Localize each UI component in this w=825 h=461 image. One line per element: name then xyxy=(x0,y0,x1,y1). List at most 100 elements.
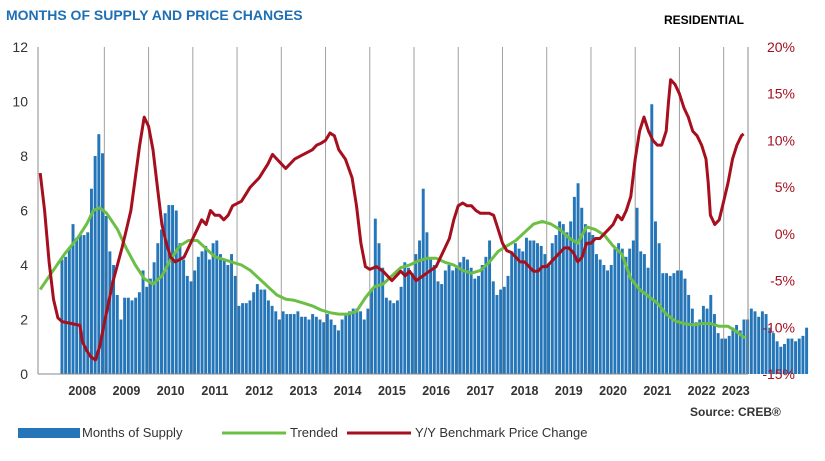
supply-bar xyxy=(775,341,779,374)
legend-bar-swatch xyxy=(18,428,80,438)
year-label: 2019 xyxy=(555,384,583,398)
supply-bar xyxy=(753,311,757,374)
supply-bar xyxy=(418,240,422,374)
supply-bar xyxy=(650,104,654,374)
supply-bar xyxy=(462,256,466,374)
supply-bar xyxy=(454,267,458,374)
year-label: 2012 xyxy=(245,384,273,398)
supply-bar xyxy=(200,251,204,374)
supply-bar xyxy=(687,294,691,374)
year-label: 2011 xyxy=(201,384,228,398)
supply-bar xyxy=(724,338,727,374)
supply-bar xyxy=(189,281,193,374)
supply-bar xyxy=(193,270,197,374)
supply-bar xyxy=(742,319,746,374)
supply-bar xyxy=(665,273,669,374)
supply-bar xyxy=(71,224,75,374)
supply-bar xyxy=(720,338,724,374)
supply-bar xyxy=(351,308,355,374)
supply-bar xyxy=(646,267,650,374)
supply-bar xyxy=(609,265,613,374)
supply-bar xyxy=(539,245,543,374)
left-tick-label: 2 xyxy=(20,312,28,328)
chart-subtitle: RESIDENTIAL xyxy=(664,13,744,27)
supply-bar xyxy=(517,248,521,374)
supply-bar xyxy=(123,297,127,374)
supply-bar xyxy=(572,196,576,374)
right-tick-label: -15% xyxy=(762,366,795,382)
supply-bar xyxy=(395,300,399,374)
supply-bar xyxy=(749,308,753,374)
left-tick-label: 0 xyxy=(20,366,28,382)
supply-bar xyxy=(617,243,621,374)
supply-bar xyxy=(436,281,440,374)
supply-bar xyxy=(384,297,388,374)
supply-bar xyxy=(760,311,764,374)
right-tick-label: 5% xyxy=(775,179,795,195)
supply-bar xyxy=(569,221,573,374)
supply-bar xyxy=(701,305,705,374)
supply-bar xyxy=(458,262,462,374)
supply-bar xyxy=(554,235,558,374)
supply-bar xyxy=(185,275,189,374)
supply-bar xyxy=(104,215,108,374)
supply-bar xyxy=(82,235,86,374)
supply-bar xyxy=(558,221,562,374)
supply-bar xyxy=(480,265,484,374)
year-label: 2018 xyxy=(511,384,539,398)
supply-bar xyxy=(738,330,742,374)
year-label: 2017 xyxy=(466,384,494,398)
supply-bar xyxy=(469,267,473,374)
supply-bar xyxy=(786,338,790,374)
supply-bar xyxy=(521,251,525,374)
supply-bar xyxy=(204,245,208,374)
supply-bar xyxy=(764,314,768,374)
supply-bar xyxy=(528,240,532,374)
supply-bar xyxy=(635,207,639,374)
supply-bar xyxy=(613,248,617,374)
supply-bar xyxy=(333,324,337,374)
supply-bar xyxy=(399,286,403,374)
supply-bar xyxy=(207,259,211,374)
price-change-line xyxy=(38,78,745,362)
supply-bar xyxy=(779,346,783,374)
supply-bar xyxy=(156,243,160,374)
supply-bar xyxy=(425,232,429,374)
supply-bar xyxy=(602,265,606,374)
supply-bar xyxy=(370,289,374,374)
supply-bar xyxy=(115,294,119,374)
supply-bar xyxy=(731,327,735,374)
legend-price-change: Y/Y Benchmark Price Change xyxy=(415,425,587,440)
supply-bar xyxy=(794,341,798,374)
supply-bar xyxy=(344,314,348,374)
supply-bar xyxy=(524,237,528,374)
left-axis-ticks: 0 2 4 6 8 10 12 xyxy=(12,39,28,382)
supply-bar xyxy=(130,300,134,374)
year-label: 2009 xyxy=(113,384,141,398)
supply-bar xyxy=(60,259,64,374)
supply-bar xyxy=(112,265,116,374)
supply-bar xyxy=(160,229,163,374)
supply-bar xyxy=(167,205,171,374)
year-gridlines xyxy=(103,47,725,374)
supply-bar xyxy=(182,259,186,374)
right-tick-label: 10% xyxy=(767,132,795,148)
supply-bar xyxy=(407,267,410,374)
left-tick-label: 6 xyxy=(20,203,28,219)
supply-bar xyxy=(359,311,363,374)
supply-bar xyxy=(631,240,635,374)
supply-bar xyxy=(219,254,222,374)
supply-bar xyxy=(543,254,547,374)
months-of-supply-bars xyxy=(60,104,809,374)
supply-bar xyxy=(506,275,510,374)
supply-bar xyxy=(591,235,595,374)
right-tick-label: 15% xyxy=(767,86,795,102)
supply-bar xyxy=(237,305,241,374)
supply-bar xyxy=(698,319,702,374)
supply-bar xyxy=(89,188,93,374)
supply-bar xyxy=(226,265,230,374)
supply-bar xyxy=(137,292,141,374)
supply-bar xyxy=(300,316,304,374)
supply-bar xyxy=(108,251,112,374)
